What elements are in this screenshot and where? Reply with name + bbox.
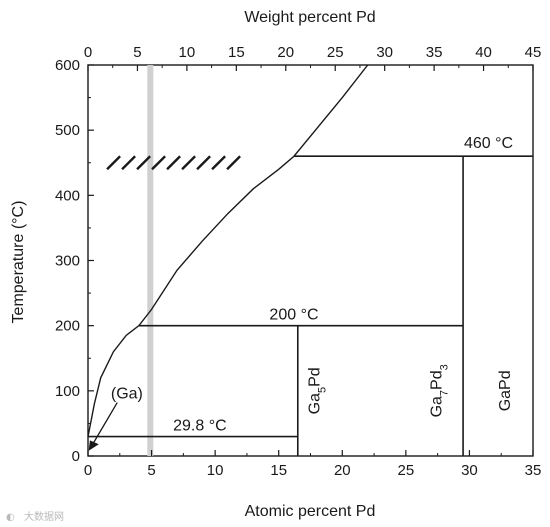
svg-text:◐: ◐: [6, 512, 15, 523]
hatch-stroke: [121, 155, 136, 171]
svg-text:大数据网: 大数据网: [24, 510, 64, 523]
y-axis-title: Temperature (°C): [10, 201, 27, 324]
x-top-tick-label: 20: [277, 44, 294, 61]
label-ga7pd3: Ga7Pd3: [428, 364, 450, 417]
hatch-stroke: [181, 155, 196, 171]
y-tick-label: 300: [55, 253, 80, 270]
liquidus-curve: [87, 64, 369, 437]
x-tick-label: 35: [525, 462, 542, 479]
x-tick-label: 30: [461, 462, 478, 479]
x-tick-label: 25: [398, 462, 415, 479]
y-tick-label: 500: [55, 122, 80, 139]
x-top-tick-label: 45: [525, 44, 542, 61]
y-tick-label: 200: [55, 318, 80, 335]
x-top-tick-label: 0: [84, 44, 92, 61]
x-top-tick-label: 30: [376, 44, 393, 61]
hatch-stroke: [226, 155, 241, 171]
ga-arrow-head: [88, 440, 99, 451]
hatch-stroke: [211, 155, 226, 171]
y-tick-label: 0: [72, 448, 80, 465]
label-ga5pd: Ga5Pd: [306, 367, 328, 414]
isotherm-label-0: 29.8 °C: [173, 418, 227, 435]
x-tick-label: 10: [207, 462, 224, 479]
hatch-stroke: [136, 155, 151, 171]
x-top-tick-label: 10: [179, 44, 196, 61]
label-gapd: GaPd: [497, 370, 514, 411]
isotherm-label-2: 460 °C: [464, 135, 513, 152]
x-tick-label: 0: [84, 462, 92, 479]
watermark: ◐ 大数据网: [6, 510, 64, 523]
x-top-tick-label: 15: [228, 44, 245, 61]
y-tick-label: 400: [55, 187, 80, 204]
label-ga: (Ga): [111, 386, 143, 403]
hatch-stroke: [196, 155, 211, 171]
x-top-tick-label: 35: [426, 44, 443, 61]
x-tick-label: 20: [334, 462, 351, 479]
x-tick-label: 5: [147, 462, 155, 479]
x-axis-title: Atomic percent Pd: [245, 503, 376, 520]
x-top-axis-title: Weight percent Pd: [244, 9, 375, 26]
isotherm-label-1: 200 °C: [269, 307, 318, 324]
y-tick-label: 100: [55, 383, 80, 400]
x-top-tick-label: 25: [327, 44, 344, 61]
y-tick-label: 600: [55, 57, 80, 74]
hatch-stroke: [151, 155, 166, 171]
x-top-tick-label: 5: [133, 44, 141, 61]
hatch-stroke: [106, 155, 121, 171]
hatch-stroke: [166, 155, 181, 171]
ga-arrow-line: [90, 402, 118, 448]
x-top-tick-label: 40: [475, 44, 492, 61]
x-tick-label: 15: [270, 462, 287, 479]
